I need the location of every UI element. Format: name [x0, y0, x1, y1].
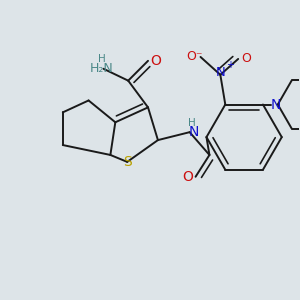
Text: N: N — [188, 125, 199, 139]
Text: O: O — [241, 52, 251, 65]
Text: O: O — [182, 170, 193, 184]
Text: N: N — [271, 98, 281, 112]
Text: S: S — [123, 155, 132, 169]
Text: H: H — [98, 54, 105, 64]
Text: H: H — [188, 118, 196, 128]
Text: +: + — [226, 60, 234, 70]
Text: N: N — [215, 66, 225, 79]
Text: O: O — [151, 54, 161, 68]
Text: O⁻: O⁻ — [186, 50, 203, 64]
Text: H₂N: H₂N — [90, 62, 113, 75]
